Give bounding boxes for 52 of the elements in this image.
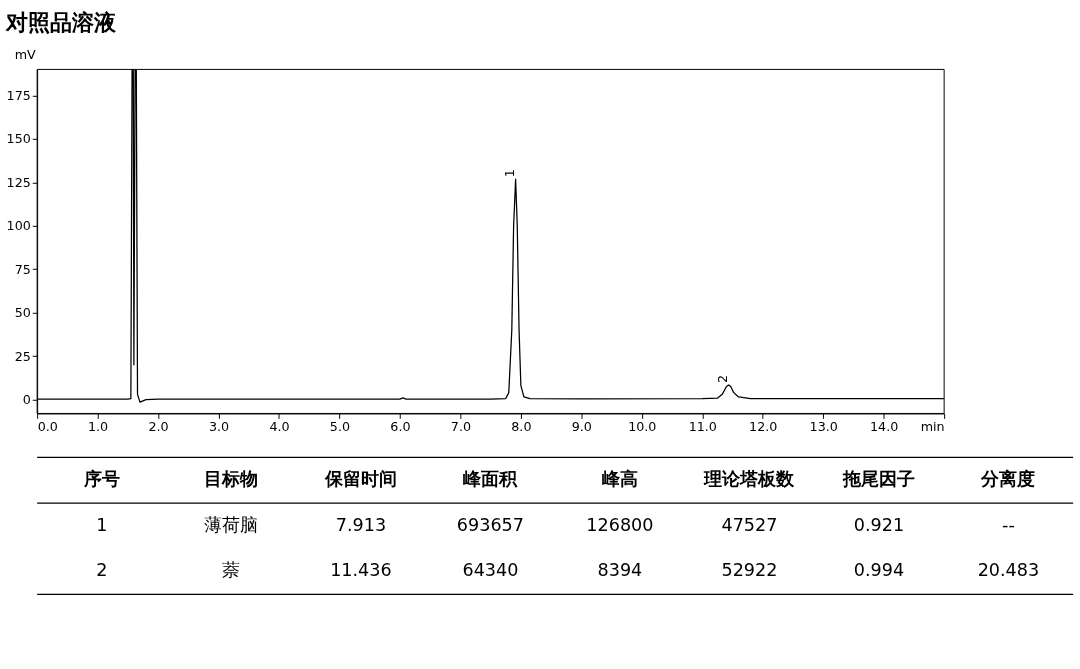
x-tick-label: 7.0 xyxy=(450,418,471,434)
x-tick-label: 4.0 xyxy=(269,418,290,434)
y-tick-label: 100 xyxy=(6,218,31,234)
annotation: 2 xyxy=(714,374,730,384)
text: 52922 xyxy=(721,560,778,581)
x-tick-label: 1.0 xyxy=(88,418,109,434)
x-tick-label: 13.0 xyxy=(809,418,838,434)
category-label: 保留时间 xyxy=(323,469,397,490)
text: 20.483 xyxy=(977,560,1040,581)
x-tick-label: 3.0 xyxy=(208,418,230,434)
category-label: 峰高 xyxy=(601,469,638,490)
x-tick-label: 11.0 xyxy=(688,418,717,434)
category-label: 理论塔板数 xyxy=(703,469,796,490)
text: 11.436 xyxy=(330,560,392,581)
y-tick-label: 0 xyxy=(22,391,31,407)
y-tick-label: 150 xyxy=(6,131,31,147)
y-tick-label: 75 xyxy=(14,261,31,277)
text: 693657 xyxy=(456,514,524,535)
x-tick-label: 5.0 xyxy=(329,418,351,434)
x-tick-label: 6.0 xyxy=(390,418,411,434)
annotation: 1 xyxy=(501,169,517,178)
text: 8394 xyxy=(597,560,643,581)
text: 2 xyxy=(96,560,108,581)
x-tick-label: 10.0 xyxy=(628,418,657,434)
text: 126800 xyxy=(586,514,654,535)
text: -- xyxy=(1002,514,1015,535)
category-label: 分离度 xyxy=(980,469,1036,490)
category-label: 拖尾因子 xyxy=(841,469,915,490)
y-tick-label: 175 xyxy=(6,87,31,103)
x-tick-label: 14.0 xyxy=(870,418,899,434)
text: 萘 xyxy=(222,560,241,581)
y-tick-label: 25 xyxy=(14,348,31,364)
text: 0.994 xyxy=(853,560,905,581)
y-tick-label: 125 xyxy=(6,174,31,190)
y-tick-label: 50 xyxy=(14,305,31,321)
text: 0.921 xyxy=(853,514,905,535)
chart-title: 对照品溶液 xyxy=(5,10,118,36)
text: 薄荷脑 xyxy=(204,514,259,535)
text: 64340 xyxy=(462,560,519,581)
category-label: 序号 xyxy=(82,469,120,490)
x-tick-label: 8.0 xyxy=(511,418,532,434)
x-tick-label: 12.0 xyxy=(749,418,778,434)
x-tick-label: 2.0 xyxy=(148,418,169,434)
text: 1 xyxy=(96,514,108,535)
text: 7.913 xyxy=(335,514,387,535)
x-tick-label: 9.0 xyxy=(571,418,592,434)
category-label: 目标物 xyxy=(204,469,259,490)
y-axis-title: mV xyxy=(14,47,36,63)
category-label: 峰面积 xyxy=(463,469,519,490)
x-tick-label: min xyxy=(920,418,945,434)
x-tick-label: 0.0 xyxy=(37,418,58,434)
text: 47527 xyxy=(721,514,778,535)
